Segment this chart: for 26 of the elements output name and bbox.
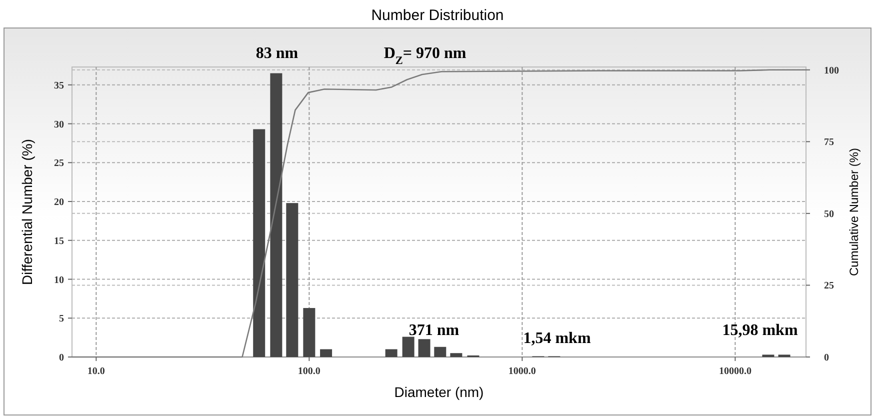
y-tick-label: 0 <box>59 352 64 364</box>
y2-tick-label: 0 <box>824 352 829 364</box>
x-tick-label: 10000.0 <box>718 366 752 377</box>
y2-tick-label: 25 <box>824 280 834 292</box>
y2-tick-label: 50 <box>824 208 834 220</box>
x-tick-label: 10.0 <box>87 366 105 377</box>
y-tick-label: 5 <box>59 314 64 325</box>
x-axis-title: Diameter (nm) <box>394 384 484 400</box>
y-tick-label: 10 <box>54 274 64 286</box>
x-tick-label: 1000.0 <box>508 366 536 377</box>
y-axis-title: Differential Number (%) <box>19 138 35 286</box>
text: 83 nm <box>256 45 299 62</box>
annotation: 371 nm <box>408 322 460 339</box>
y-tick-label: 30 <box>54 119 64 130</box>
annotation: 1,54 mkm <box>523 330 592 347</box>
y-tick-label: 20 <box>54 197 64 208</box>
x-tick-label: 100.0 <box>298 366 320 377</box>
y-tick-label: 25 <box>54 158 64 170</box>
annotation: 15,98 mkm <box>722 322 798 339</box>
y2-tick-label: 100 <box>824 65 839 76</box>
y-tick-label: 35 <box>54 80 64 92</box>
y2-axis-title: Cumulative Number (%) <box>847 148 861 276</box>
chart-title: Number Distribution <box>371 7 504 24</box>
annotation: D$_{Z}$= 970 nm <box>384 45 467 67</box>
y-tick-label: 15 <box>54 236 64 247</box>
y2-tick-label: 75 <box>824 137 834 148</box>
